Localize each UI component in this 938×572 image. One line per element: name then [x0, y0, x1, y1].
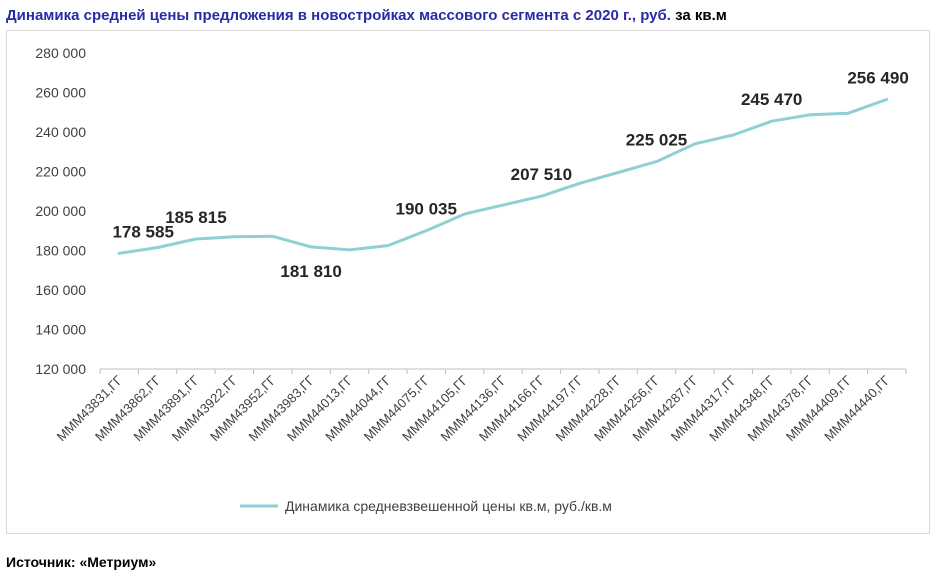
legend-label: Динамика средневзвешенной цены кв.м, руб…	[285, 498, 612, 514]
series-line	[117, 97, 889, 255]
x-tick-label: МММ43831,ГГ	[54, 373, 126, 445]
chart-title-units: за кв.м	[675, 7, 727, 24]
y-tick-label: 140 000	[35, 322, 86, 338]
chart-frame	[6, 30, 930, 534]
y-tick-label: 280 000	[35, 45, 86, 61]
data-label: 181 810	[280, 262, 341, 281]
line-chart: 120 000 140 000 160 000 180 000 200 000 220 0…	[35, 45, 908, 514]
data-label: 245 470	[741, 90, 802, 109]
data-label: 225 025	[626, 131, 687, 150]
y-tick-label: 120 000	[35, 361, 86, 377]
y-tick-label: 160 000	[35, 282, 86, 298]
data-label: 185 815	[165, 208, 226, 227]
y-tick-label: 220 000	[35, 164, 86, 180]
source-note: Источник: «Метриум»	[6, 554, 157, 570]
data-label: 256 490	[847, 68, 908, 87]
data-label: 207 510	[511, 165, 572, 184]
data-label: 178 585	[112, 222, 173, 241]
chart-title-main: Динамика средней цены предложения в ново…	[6, 7, 671, 24]
y-tick-label: 180 000	[35, 243, 86, 259]
y-tick-label: 260 000	[35, 85, 86, 101]
chart-title: Динамика средней цены предложения в ново…	[6, 6, 936, 26]
y-tick-label: 240 000	[35, 124, 86, 140]
data-label: 190 035	[396, 200, 457, 219]
y-tick-label: 200 000	[35, 203, 86, 219]
